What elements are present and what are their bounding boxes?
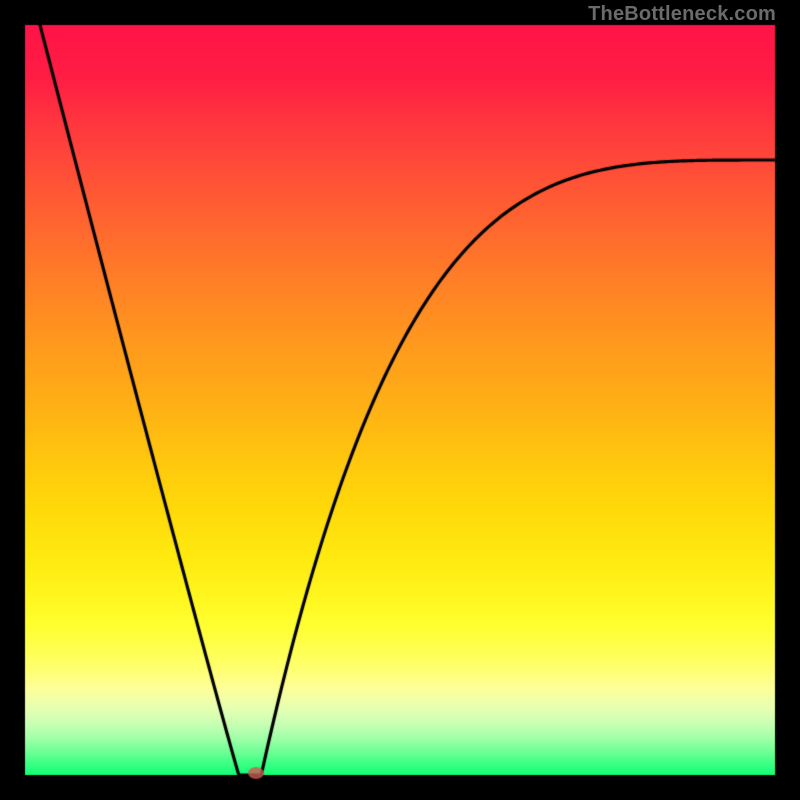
- chart-container: TheBottleneck.com: [0, 0, 800, 800]
- watermark-text: TheBottleneck.com: [588, 3, 776, 26]
- bottleneck-chart-canvas: [0, 0, 800, 800]
